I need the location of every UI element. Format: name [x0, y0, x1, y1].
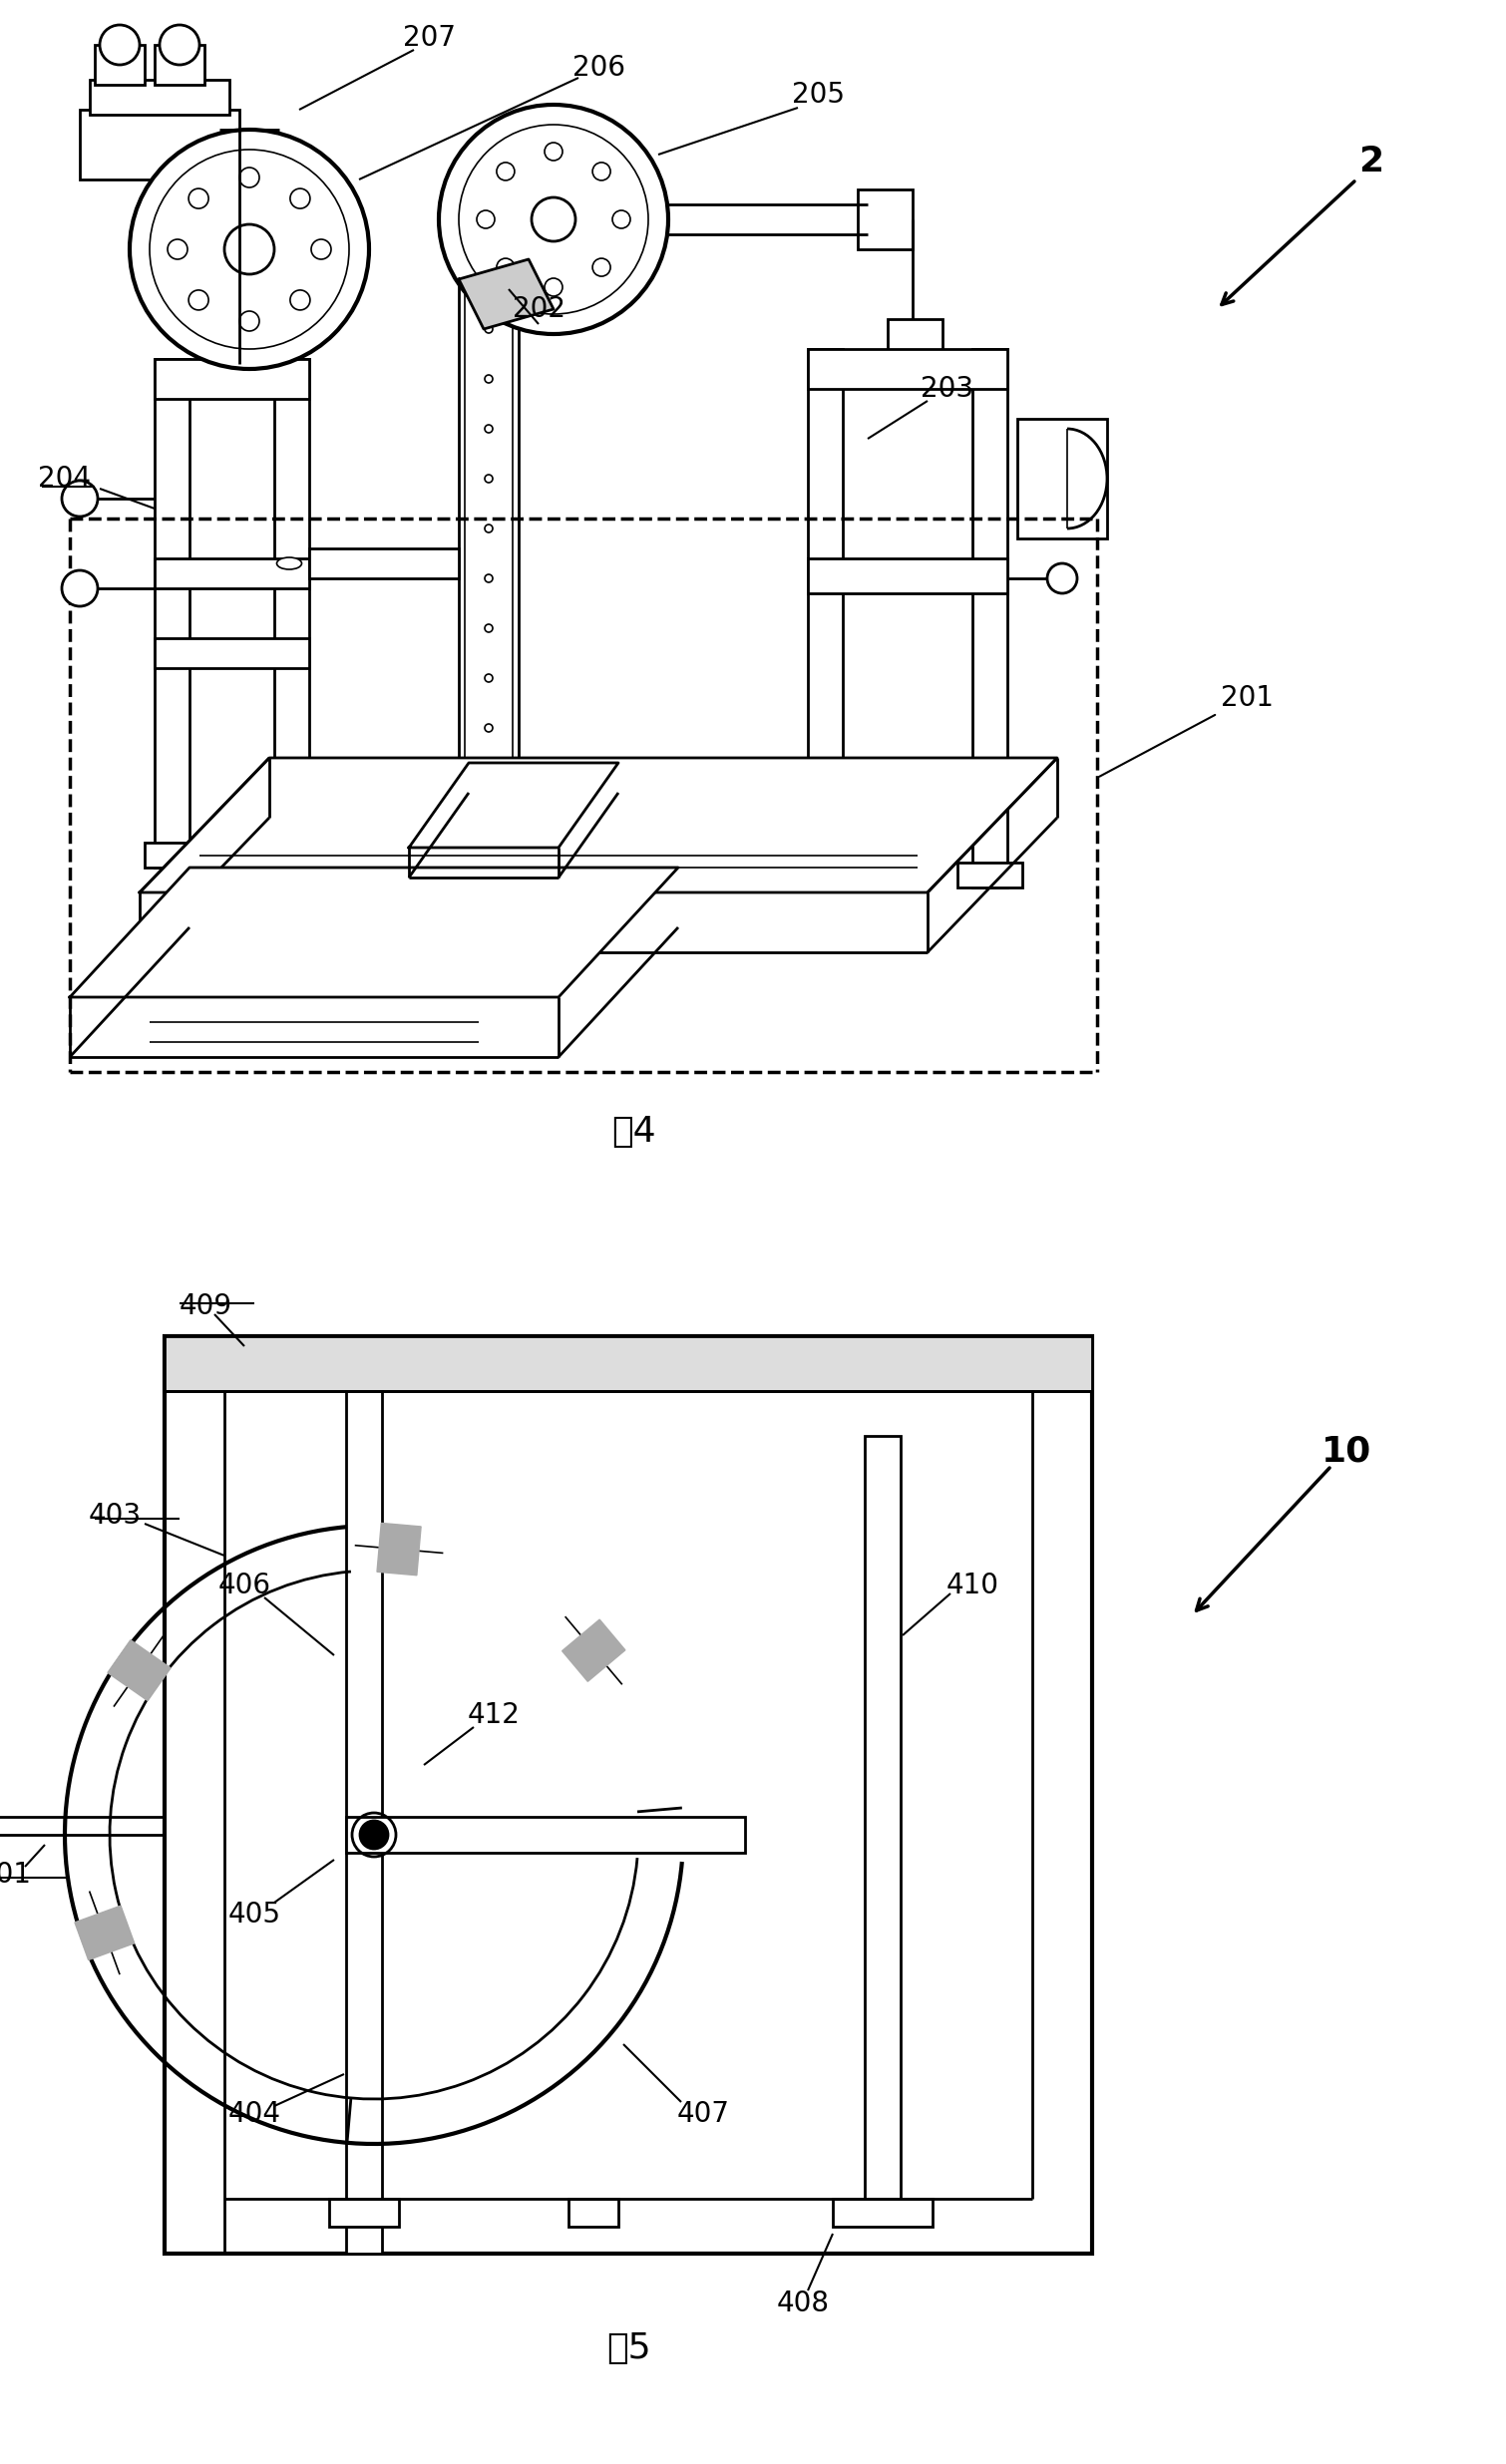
Polygon shape — [140, 759, 1057, 892]
Circle shape — [545, 143, 563, 160]
Bar — [459, 278, 518, 779]
Circle shape — [188, 291, 208, 310]
Circle shape — [291, 190, 310, 209]
Text: 图5: 图5 — [605, 2331, 651, 2365]
Bar — [90, 79, 229, 116]
Circle shape — [62, 480, 98, 517]
Circle shape — [485, 525, 492, 532]
Bar — [164, 1335, 1092, 1392]
Circle shape — [592, 163, 610, 180]
Text: 207: 207 — [402, 25, 455, 52]
Text: 10: 10 — [1321, 1434, 1372, 1469]
Bar — [95, 44, 145, 84]
Bar — [973, 350, 1008, 887]
Circle shape — [167, 239, 188, 259]
Circle shape — [62, 569, 98, 606]
Bar — [807, 559, 1008, 594]
Circle shape — [497, 163, 515, 180]
Circle shape — [532, 197, 575, 241]
Circle shape — [438, 103, 669, 335]
Circle shape — [239, 168, 259, 187]
Text: 202: 202 — [512, 296, 565, 323]
Circle shape — [224, 224, 274, 274]
Bar — [346, 1392, 383, 2255]
Bar — [155, 360, 190, 867]
Bar — [264, 843, 319, 867]
Circle shape — [497, 259, 515, 276]
Text: 201: 201 — [1099, 685, 1273, 776]
Bar — [1017, 419, 1107, 540]
Text: 403: 403 — [89, 1501, 142, 1530]
Bar — [155, 44, 205, 84]
Bar — [858, 190, 913, 249]
Bar — [807, 350, 1008, 389]
Circle shape — [592, 259, 610, 276]
Text: 206: 206 — [572, 54, 625, 81]
Circle shape — [485, 574, 492, 582]
Bar — [155, 559, 309, 589]
FancyArrow shape — [75, 1905, 134, 1959]
Bar — [80, 111, 239, 180]
Text: 408: 408 — [777, 2289, 830, 2319]
Circle shape — [160, 25, 199, 64]
Text: 405: 405 — [227, 1900, 280, 1929]
Circle shape — [239, 310, 259, 330]
Bar — [155, 638, 309, 668]
Text: 205: 205 — [791, 81, 845, 108]
Circle shape — [188, 190, 208, 209]
Bar — [833, 2198, 932, 2227]
Polygon shape — [69, 867, 678, 998]
Bar — [274, 360, 309, 867]
Bar — [164, 1335, 1092, 2255]
FancyArrow shape — [107, 1641, 170, 1700]
Circle shape — [485, 325, 492, 333]
Circle shape — [485, 424, 492, 434]
Bar — [465, 283, 512, 774]
Text: 2: 2 — [1358, 145, 1384, 177]
Text: 401: 401 — [0, 1860, 32, 1887]
Bar — [145, 843, 199, 867]
Circle shape — [485, 375, 492, 382]
Circle shape — [291, 291, 310, 310]
FancyArrow shape — [376, 1523, 422, 1574]
Ellipse shape — [277, 557, 301, 569]
Circle shape — [149, 150, 349, 350]
Text: 404: 404 — [227, 2099, 280, 2129]
Text: 204: 204 — [38, 466, 92, 493]
Text: 203: 203 — [922, 375, 974, 402]
Bar — [346, 1816, 745, 1853]
Circle shape — [360, 1821, 389, 1848]
Bar — [958, 862, 1023, 887]
Circle shape — [1047, 564, 1077, 594]
Circle shape — [312, 239, 331, 259]
Circle shape — [485, 623, 492, 633]
Bar — [792, 862, 858, 887]
Circle shape — [99, 25, 140, 64]
Bar — [887, 320, 943, 355]
FancyArrow shape — [562, 1619, 625, 1680]
Circle shape — [485, 476, 492, 483]
Text: 412: 412 — [467, 1700, 520, 1730]
Bar — [864, 1437, 901, 2198]
Text: 图4: 图4 — [611, 1114, 655, 1148]
Text: 407: 407 — [676, 2099, 729, 2129]
Bar — [807, 350, 843, 887]
Text: 409: 409 — [179, 1291, 232, 1321]
Circle shape — [477, 209, 494, 229]
Text: 410: 410 — [946, 1572, 998, 1599]
Bar — [309, 549, 459, 579]
Polygon shape — [459, 259, 554, 330]
Circle shape — [613, 209, 631, 229]
Bar — [155, 360, 309, 399]
Bar — [568, 2198, 619, 2227]
Circle shape — [485, 675, 492, 683]
Polygon shape — [410, 764, 619, 848]
Circle shape — [485, 724, 492, 732]
Text: 406: 406 — [218, 1572, 271, 1599]
Bar — [330, 2198, 399, 2227]
Circle shape — [130, 131, 369, 370]
Circle shape — [459, 126, 648, 313]
Circle shape — [545, 278, 563, 296]
